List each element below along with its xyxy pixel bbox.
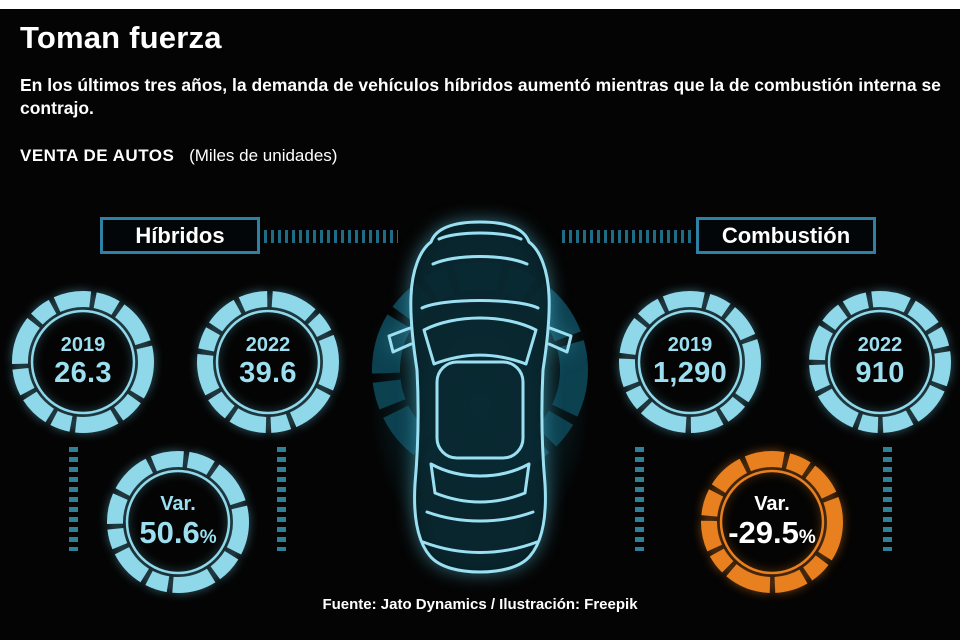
- gauge-hibridos-variation: Var. 50.6%: [103, 447, 253, 597]
- top-white-bar: [0, 0, 960, 9]
- variation-label: Var.: [160, 493, 196, 516]
- variation-value: -29.5: [728, 515, 799, 551]
- gauge-combustion-2019: 2019 1,290: [615, 287, 765, 437]
- chart-kicker-row: VENTA DE AUTOS (Miles de unidades): [20, 146, 337, 166]
- chart-unit-note: (Miles de unidades): [189, 146, 338, 165]
- vertical-ticks-combustion-left: [635, 447, 644, 551]
- gauge-hibridos-2019: 2019 26.3: [8, 287, 158, 437]
- variation-percent-sign: %: [798, 527, 816, 549]
- vertical-ticks-hibridos-right: [277, 447, 286, 551]
- gauge-year-label: 2019: [60, 334, 106, 357]
- variation-percent-sign: %: [199, 527, 217, 549]
- variation-value: 50.6: [139, 515, 200, 551]
- variation-label: Var.: [754, 493, 790, 516]
- gauge-value: 39.6: [239, 357, 297, 390]
- gauge-year-label: 2022: [245, 334, 291, 357]
- vertical-ticks-combustion-right: [883, 447, 892, 551]
- page-subtitle: En los últimos tres años, la demanda de …: [20, 75, 941, 119]
- page-title: Toman fuerza: [20, 20, 222, 55]
- gauge-year-label: 2019: [667, 334, 713, 357]
- vertical-ticks-hibridos-left: [69, 447, 78, 551]
- group-header-hibridos: Híbridos: [100, 217, 260, 254]
- gauge-hibridos-2022: 2022 39.6: [193, 287, 343, 437]
- group-header-combustion-label: Combustión: [721, 222, 851, 248]
- gauge-value: 910: [855, 357, 905, 390]
- car-top-view-illustration: [387, 220, 573, 574]
- group-header-hibridos-label: Híbridos: [135, 222, 225, 248]
- source-credit: Fuente: Jato Dynamics / Ilustración: Fre…: [322, 596, 638, 613]
- gauge-combustion-2022: 2022 910: [805, 287, 955, 437]
- gauge-combustion-variation: Var. -29.5%: [697, 447, 847, 597]
- gauge-value: 26.3: [54, 357, 112, 390]
- variation-value-line: 50.6%: [139, 515, 217, 551]
- group-header-combustion: Combustión: [696, 217, 876, 254]
- chart-kicker: VENTA DE AUTOS: [20, 146, 175, 165]
- variation-value-line: -29.5%: [728, 515, 816, 551]
- gauge-year-label: 2022: [857, 334, 903, 357]
- gauge-value: 1,290: [652, 357, 728, 390]
